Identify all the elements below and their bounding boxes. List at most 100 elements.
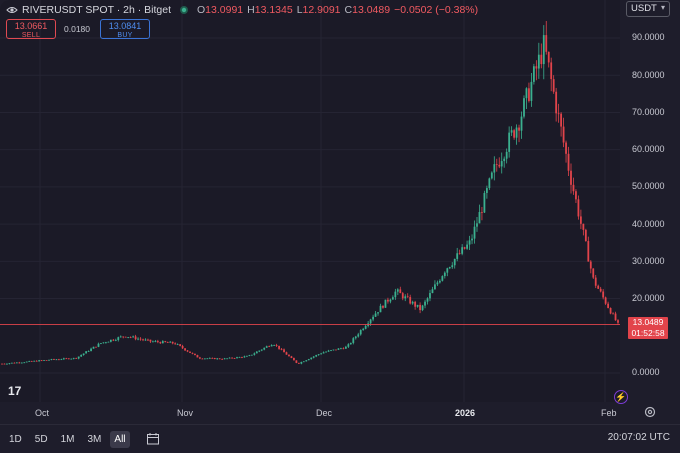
candle [283, 348, 285, 353]
candle-body [90, 348, 92, 352]
candle-body [448, 267, 451, 269]
candle-body [599, 288, 602, 292]
range-5d-button[interactable]: 5D [34, 433, 48, 445]
candle-body [43, 360, 45, 361]
time-tick: Feb [601, 408, 617, 418]
candle-body [290, 356, 293, 358]
candle [297, 362, 300, 364]
bar-countdown: 01:52:58 [631, 328, 665, 338]
time-tick: Oct [35, 408, 50, 418]
price-tick: 40.0000 [632, 219, 665, 229]
candle-body [278, 345, 280, 349]
candle-body [132, 336, 135, 338]
candle-body [246, 355, 248, 357]
candle [555, 87, 558, 122]
candle-body [65, 358, 68, 360]
candle [572, 177, 575, 195]
candle [453, 258, 456, 269]
candle-body [505, 151, 508, 159]
candle [612, 312, 614, 315]
candle-body [50, 359, 53, 360]
eye-icon[interactable] [6, 4, 18, 16]
candle [485, 185, 488, 199]
order-panel: 13.0661 SELL 0.0180 13.0841 BUY [6, 19, 150, 39]
candle-body [119, 336, 122, 338]
range-all-button[interactable]: All [110, 430, 130, 448]
candle [515, 124, 518, 145]
candle [199, 356, 201, 360]
candle [441, 275, 444, 282]
candle-body [520, 116, 523, 131]
candle [139, 337, 142, 341]
candle [169, 341, 172, 343]
buy-button[interactable]: 13.0841 BUY [100, 19, 150, 39]
candle-body [372, 316, 374, 320]
candle [176, 343, 179, 346]
candle [443, 271, 446, 279]
candle-body [18, 362, 21, 364]
candle [513, 128, 515, 140]
symbol-title[interactable]: RIVERUSDT SPOT · 2h · Bitget [22, 4, 171, 16]
candle-body [604, 297, 607, 304]
range-1m-button[interactable]: 1M [60, 433, 75, 445]
candle-body [602, 291, 605, 298]
candle [263, 347, 266, 351]
candle-body [57, 359, 60, 361]
sell-button[interactable]: 13.0661 SELL [6, 19, 56, 39]
candle [179, 344, 182, 347]
price-axis[interactable]: 90.0000 80.0000 70.0000 60.0000 50.0000 … [620, 0, 680, 402]
price-chart[interactable] [0, 0, 620, 402]
candle-body [169, 341, 172, 343]
candle-body [20, 362, 23, 364]
candle-body [327, 350, 330, 352]
candle [342, 347, 345, 350]
chart-area[interactable] [0, 0, 620, 402]
candle-body [85, 351, 88, 354]
candle-body [255, 351, 258, 354]
candle-body [483, 192, 486, 213]
candle [105, 341, 107, 344]
candle-body [570, 170, 572, 185]
candle [112, 339, 115, 342]
candle-body [431, 289, 434, 294]
candle [419, 302, 421, 314]
candle-body [379, 305, 382, 313]
range-3m-button[interactable]: 3M [87, 433, 102, 445]
tradingview-logo[interactable]: 17 [8, 384, 22, 398]
candle-body [453, 258, 456, 266]
candle-body [100, 343, 102, 344]
candle [260, 349, 263, 352]
candle-body [325, 351, 327, 353]
gear-icon[interactable] [643, 405, 657, 419]
candle [236, 356, 238, 359]
time-axis[interactable]: Oct Nov Dec 2026 Feb [0, 402, 620, 424]
candle [35, 360, 38, 362]
candle-body [592, 268, 595, 278]
currency-select[interactable]: USDT ▾ [626, 1, 670, 17]
candle-body [500, 161, 503, 167]
candle [164, 340, 167, 343]
candle-body [572, 184, 575, 192]
candle-body [307, 359, 310, 361]
candle-body [594, 277, 597, 286]
candle-body [612, 313, 614, 315]
candle-body [382, 305, 384, 308]
candle-body [550, 62, 553, 80]
lightning-icon[interactable]: ⚡ [614, 390, 628, 404]
candle-body [411, 301, 414, 304]
candle-body [589, 261, 592, 269]
candle-body [95, 346, 97, 348]
candle [85, 351, 88, 354]
candle-body [260, 349, 263, 351]
candle-body [33, 360, 36, 362]
utc-clock[interactable]: 20:07:02 UTC [607, 432, 670, 443]
calendar-range-icon[interactable] [146, 432, 160, 446]
range-1d-button[interactable]: 1D [9, 433, 22, 445]
candle-body [152, 341, 154, 343]
candle [3, 363, 6, 365]
candle [604, 296, 607, 305]
candle [317, 354, 320, 356]
candle [122, 336, 125, 339]
candle [189, 351, 191, 353]
candle [23, 362, 26, 364]
